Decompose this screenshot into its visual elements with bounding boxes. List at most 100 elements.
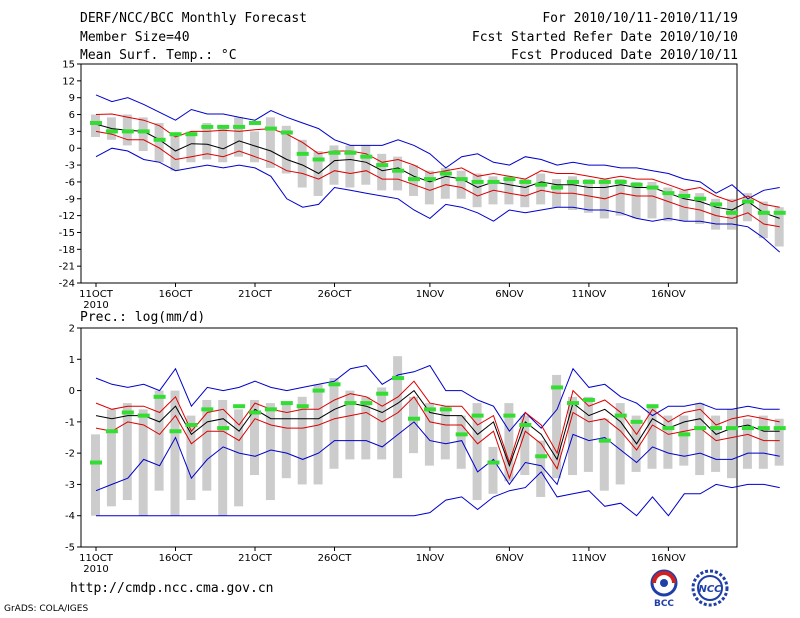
prec-spread-box	[711, 415, 721, 472]
prec-lower-line	[95, 396, 780, 480]
temp-observed-mark	[646, 185, 659, 190]
temp-observed-mark	[757, 210, 770, 215]
chart-title: DERF/NCC/BCC Monthly Forecast	[80, 11, 307, 26]
prec-spread-box	[250, 399, 259, 476]
bcc-logo: BCC	[650, 569, 678, 608]
prec-spread-box	[234, 409, 244, 507]
prec-spread-box	[663, 415, 673, 469]
temperature-panel: 15 12 9 6 3 0 -3 -6 -9 -12 -15 -18 -21 -24 11OCT 16OCT 2…	[59, 60, 786, 311]
temp-x-tick-label: 11OCT	[79, 289, 114, 300]
precipitation-panel: 2 1 0 -1 -2 -3 -4 -5 11OCT 16OCT 21OCT 26OCT 1NOV 6NO…	[65, 324, 786, 575]
prec-observed-mark	[678, 432, 691, 437]
prec-observed-mark	[662, 426, 675, 431]
prec-spread-box	[456, 415, 466, 469]
temp-observed-mark	[264, 126, 277, 131]
prec-observed-mark	[185, 422, 198, 427]
temp-spread-box	[297, 139, 307, 188]
prec-spread-box	[774, 418, 784, 466]
temp-observed-mark	[630, 182, 643, 187]
prec-spread-box	[345, 390, 355, 460]
temp-observed-mark	[153, 137, 166, 142]
prec-observed-mark	[630, 419, 643, 424]
prec-observed-mark	[646, 404, 659, 409]
prec-y-tick-label: -1	[65, 417, 75, 428]
temp-observed-mark	[376, 163, 389, 168]
temp-spread-box	[663, 187, 673, 222]
prec-observed-mark	[535, 454, 548, 459]
prec-spread-box	[488, 446, 498, 494]
temp-spread-box	[91, 114, 100, 137]
prec-spread-box	[552, 374, 562, 479]
prec-x-tick-label: 11NOV	[572, 553, 607, 564]
prec-observed-mark	[312, 388, 325, 393]
temp-spread-box	[504, 176, 514, 205]
prec-y-tick-label: -3	[65, 480, 75, 491]
variable-label: Mean Surf. Temp.: °C	[80, 48, 237, 63]
temp-y-tick-label: -15	[59, 228, 75, 239]
prec-spread-box	[154, 390, 164, 491]
prec-observed-mark	[121, 410, 134, 415]
temp-spread-box	[186, 131, 196, 163]
prec-spread-box	[106, 409, 116, 507]
prec-observed-mark	[392, 376, 405, 381]
prec-observed-mark	[153, 394, 166, 399]
source-url[interactable]: http://cmdp.ncc.cma.gov.cn	[70, 581, 274, 596]
prec-observed-mark	[773, 426, 786, 431]
temp-y-tick-label: 9	[69, 93, 75, 104]
prec-spread-box	[520, 415, 530, 476]
prec-observed-mark	[201, 407, 214, 412]
temp-spread-box	[472, 173, 482, 208]
prec-spread-box	[313, 384, 323, 485]
temp-spread-box	[281, 125, 291, 174]
temp-observed-mark	[726, 210, 738, 215]
prec-spread-box	[504, 403, 514, 482]
prec-envelope_min-line	[96, 471, 780, 517]
grads-credit: GrADS: COLA/IGES	[4, 604, 89, 614]
temp-observed-mark	[678, 193, 691, 198]
temp-observed-mark	[328, 150, 341, 155]
temp-spread-box	[265, 117, 275, 168]
prec-spread-box	[615, 403, 625, 485]
temp-lower-line	[95, 130, 780, 228]
temp-y-tick-label: -21	[59, 262, 75, 273]
temp-spread-box	[742, 193, 752, 222]
temp-observed-mark	[312, 157, 325, 162]
prec-spread-box	[424, 403, 434, 466]
prec-observed-mark	[614, 413, 627, 418]
temp-x-tick-label: 11NOV	[572, 289, 607, 300]
prec-observed-mark	[455, 432, 468, 437]
temp-observed-mark	[519, 179, 532, 184]
prec-observed-mark	[503, 413, 516, 418]
temp-spread-box	[440, 167, 450, 199]
temp-observed-mark	[487, 179, 500, 184]
prec-x-tick-label: 21OCT	[238, 553, 273, 564]
temp-observed-mark	[567, 179, 579, 184]
prec-spread-box	[695, 403, 705, 476]
temp-observed-mark	[201, 124, 214, 129]
prec-spread-box	[218, 399, 228, 516]
temp-spread-box	[329, 145, 339, 185]
temp-observed-mark	[455, 177, 468, 182]
prec-max-line	[95, 364, 780, 433]
temp-spread-box	[679, 190, 689, 222]
temp-spread-box	[711, 198, 721, 230]
temp-spread-box	[234, 117, 244, 157]
temp-y-tick-label: 0	[69, 144, 75, 155]
prec-observed-mark	[487, 460, 500, 465]
precipitation-title: Prec.: log(mm/d)	[80, 310, 205, 325]
prec-x-tick-label: 11OCT	[79, 553, 114, 564]
prec-y-tick-label: -2	[65, 449, 75, 460]
temp-observed-mark	[280, 130, 293, 135]
temp-upper-line	[95, 113, 780, 208]
prec-spread-box	[679, 415, 689, 466]
temp-x-tick-label: 1NOV	[416, 289, 445, 300]
temp-observed-mark	[233, 124, 246, 129]
prec-observed-mark	[90, 460, 102, 465]
temp-observed-mark	[296, 151, 309, 156]
temp-x-tick-label: 26OCT	[318, 289, 353, 300]
prec-spread-box	[186, 415, 196, 501]
temp-spread-box	[615, 179, 625, 216]
prec-frame	[80, 327, 738, 548]
temp-observed-mark	[551, 185, 564, 190]
prec-spread-box	[536, 440, 546, 497]
